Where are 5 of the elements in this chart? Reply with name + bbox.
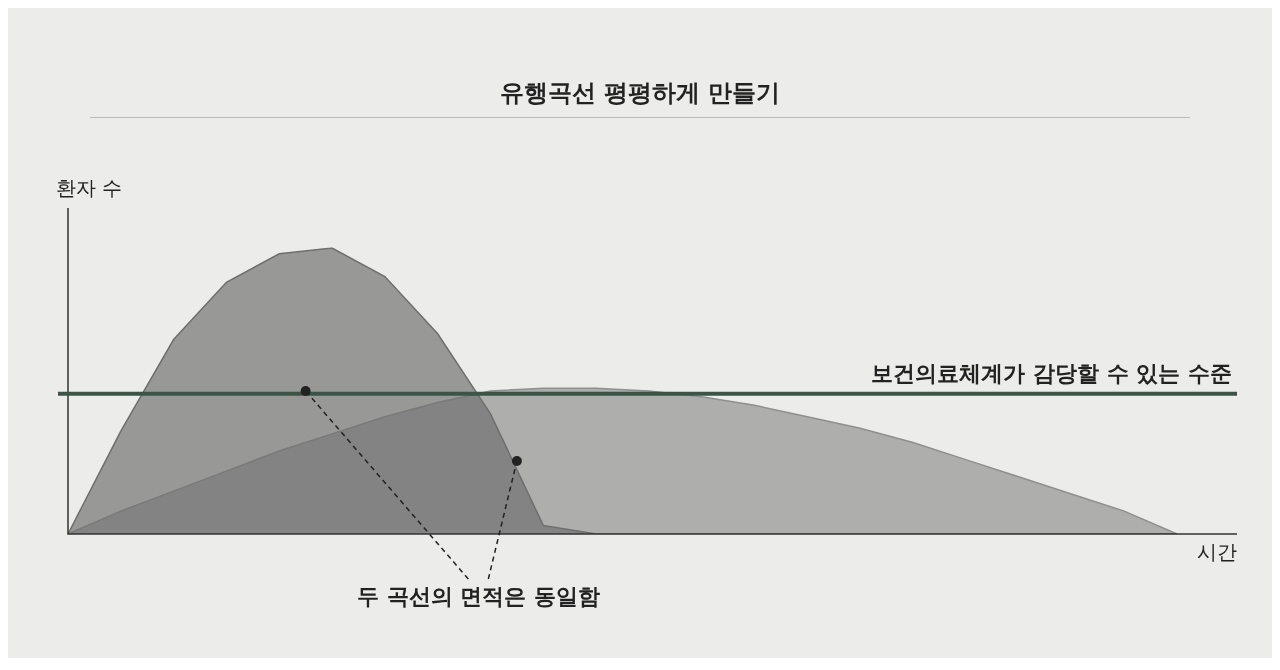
x-axis-title: 시간 (1197, 540, 1237, 565)
y-axis-title: 환자 수 (56, 176, 123, 201)
chart-title: 유행곡선 평평하게 만들기 (90, 77, 1190, 118)
ref-line-label: 보건의료체계가 감당할 수 있는 수준 (871, 360, 1232, 386)
text: 두 곡선의 면적은 동일함 (356, 583, 600, 609)
